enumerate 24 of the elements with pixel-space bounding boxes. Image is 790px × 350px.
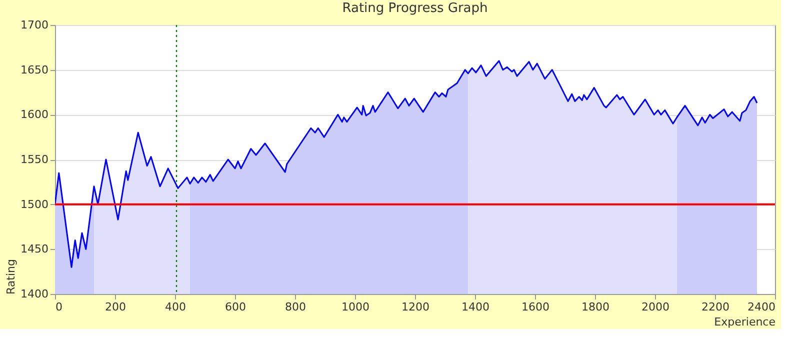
x-axis-title: Experience xyxy=(714,316,776,328)
chart-title: Rating Progress Graph xyxy=(342,1,488,16)
x-tick-label: 2400 xyxy=(748,300,776,314)
y-axis-title: Rating xyxy=(4,259,18,294)
line-series xyxy=(55,60,758,268)
y-tick-label: 1450 xyxy=(20,242,48,256)
x-tick-label: 1200 xyxy=(402,300,430,314)
y-tick-label: 1400 xyxy=(20,288,48,300)
y-tick-label: 1600 xyxy=(20,108,48,122)
y-tick-label: 1700 xyxy=(20,18,48,32)
y-tick-label: 1550 xyxy=(20,153,48,166)
x-tick-label: 0 xyxy=(56,300,62,314)
x-tick-label: 800 xyxy=(285,300,306,314)
x-tick-label: 1800 xyxy=(582,300,610,314)
x-tick-label: 400 xyxy=(165,300,186,314)
x-tick-label: 1000 xyxy=(342,300,370,314)
y-tick-label: 1650 xyxy=(20,63,48,76)
x-tick-label: 2000 xyxy=(642,300,670,314)
x-tick-label: 2200 xyxy=(702,300,730,314)
y-tick-label: 1500 xyxy=(20,198,48,211)
x-tick-label: 200 xyxy=(105,300,126,314)
x-tick-label: 1400 xyxy=(462,300,490,314)
x-tick-label: 1600 xyxy=(522,300,550,314)
x-tick-label: 600 xyxy=(225,300,246,314)
